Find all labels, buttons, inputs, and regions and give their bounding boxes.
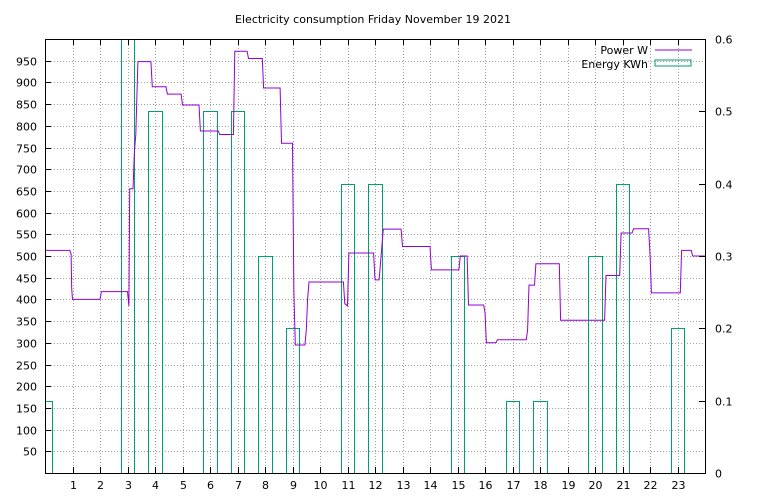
x-tick-label: 8 bbox=[262, 479, 269, 492]
x-tick-label: 23 bbox=[672, 479, 686, 492]
y2-tick-label: 0.5 bbox=[715, 106, 733, 119]
x-tick-label: 20 bbox=[589, 479, 603, 492]
power-line bbox=[45, 50, 705, 346]
power-line-layer bbox=[45, 50, 705, 346]
x-tick-label: 21 bbox=[617, 479, 631, 492]
x-tick-label: 19 bbox=[562, 479, 576, 492]
x-tick-label: 17 bbox=[507, 479, 521, 492]
y-tick-label: 900 bbox=[16, 77, 37, 90]
y-tick-label: 750 bbox=[16, 143, 37, 156]
y-tick-label: 950 bbox=[16, 56, 37, 69]
y-tick-label: 800 bbox=[16, 121, 37, 134]
x-tick-label: 15 bbox=[452, 479, 466, 492]
x-tick-label: 13 bbox=[397, 479, 411, 492]
x-tick-label: 10 bbox=[314, 479, 328, 492]
y-tick-label: 700 bbox=[16, 164, 37, 177]
plot-border bbox=[45, 39, 706, 474]
y2-tick-label: 0.4 bbox=[715, 179, 733, 192]
y2-tick-label: 0.3 bbox=[715, 251, 733, 264]
legend-label-power: Power W bbox=[600, 44, 648, 57]
legend-label-energy: Energy KWh bbox=[581, 58, 648, 71]
x-tick-label: 9 bbox=[290, 479, 297, 492]
y-tick-label: 250 bbox=[16, 360, 37, 373]
y-tick-label: 200 bbox=[16, 381, 37, 394]
chart-title: Electricity consumption Friday November … bbox=[235, 13, 511, 26]
y-tick-label: 50 bbox=[23, 446, 37, 459]
x-tick-label: 11 bbox=[342, 479, 356, 492]
y-tick-label: 850 bbox=[16, 99, 37, 112]
x-tick-label: 18 bbox=[534, 479, 548, 492]
legend: Power W Energy KWh bbox=[581, 44, 692, 71]
y-tick-label: 100 bbox=[16, 425, 37, 438]
tick-labels: 1 2 3 4 5 6 7 8 9 10 11 12 13 14 15 16 17 18 19 20 21 22 23501… bbox=[16, 34, 733, 493]
y2-tick-label: 0 bbox=[715, 468, 722, 481]
y-tick-label: 150 bbox=[16, 403, 37, 416]
y-tick-label: 350 bbox=[16, 316, 37, 329]
x-tick-label: 3 bbox=[125, 479, 132, 492]
x-tick-label: 22 bbox=[644, 479, 658, 492]
x-tick-label: 1 bbox=[70, 479, 77, 492]
y2-tick-label: 0.1 bbox=[715, 396, 733, 409]
y-tick-label: 600 bbox=[16, 208, 37, 221]
y-tick-label: 400 bbox=[16, 294, 37, 307]
x-tick-label: 7 bbox=[235, 479, 242, 492]
y-tick-label: 500 bbox=[16, 251, 37, 264]
x-tick-label: 6 bbox=[207, 479, 214, 492]
y-tick-label: 300 bbox=[16, 338, 37, 351]
y2-tick-label: 0.6 bbox=[715, 34, 733, 47]
x-tick-label: 16 bbox=[479, 479, 493, 492]
x-tick-label: 4 bbox=[152, 479, 159, 492]
y2-tick-label: 0.2 bbox=[715, 323, 733, 336]
y-tick-label: 550 bbox=[16, 229, 37, 242]
y-tick-label: 450 bbox=[16, 273, 37, 286]
x-tick-label: 2 bbox=[97, 479, 104, 492]
x-tick-label: 12 bbox=[369, 479, 383, 492]
y-tick-label: 650 bbox=[16, 186, 37, 199]
legend-swatch-energy bbox=[654, 59, 692, 67]
x-tick-label: 5 bbox=[180, 479, 187, 492]
x-tick-label: 14 bbox=[424, 479, 438, 492]
axes bbox=[45, 39, 706, 474]
